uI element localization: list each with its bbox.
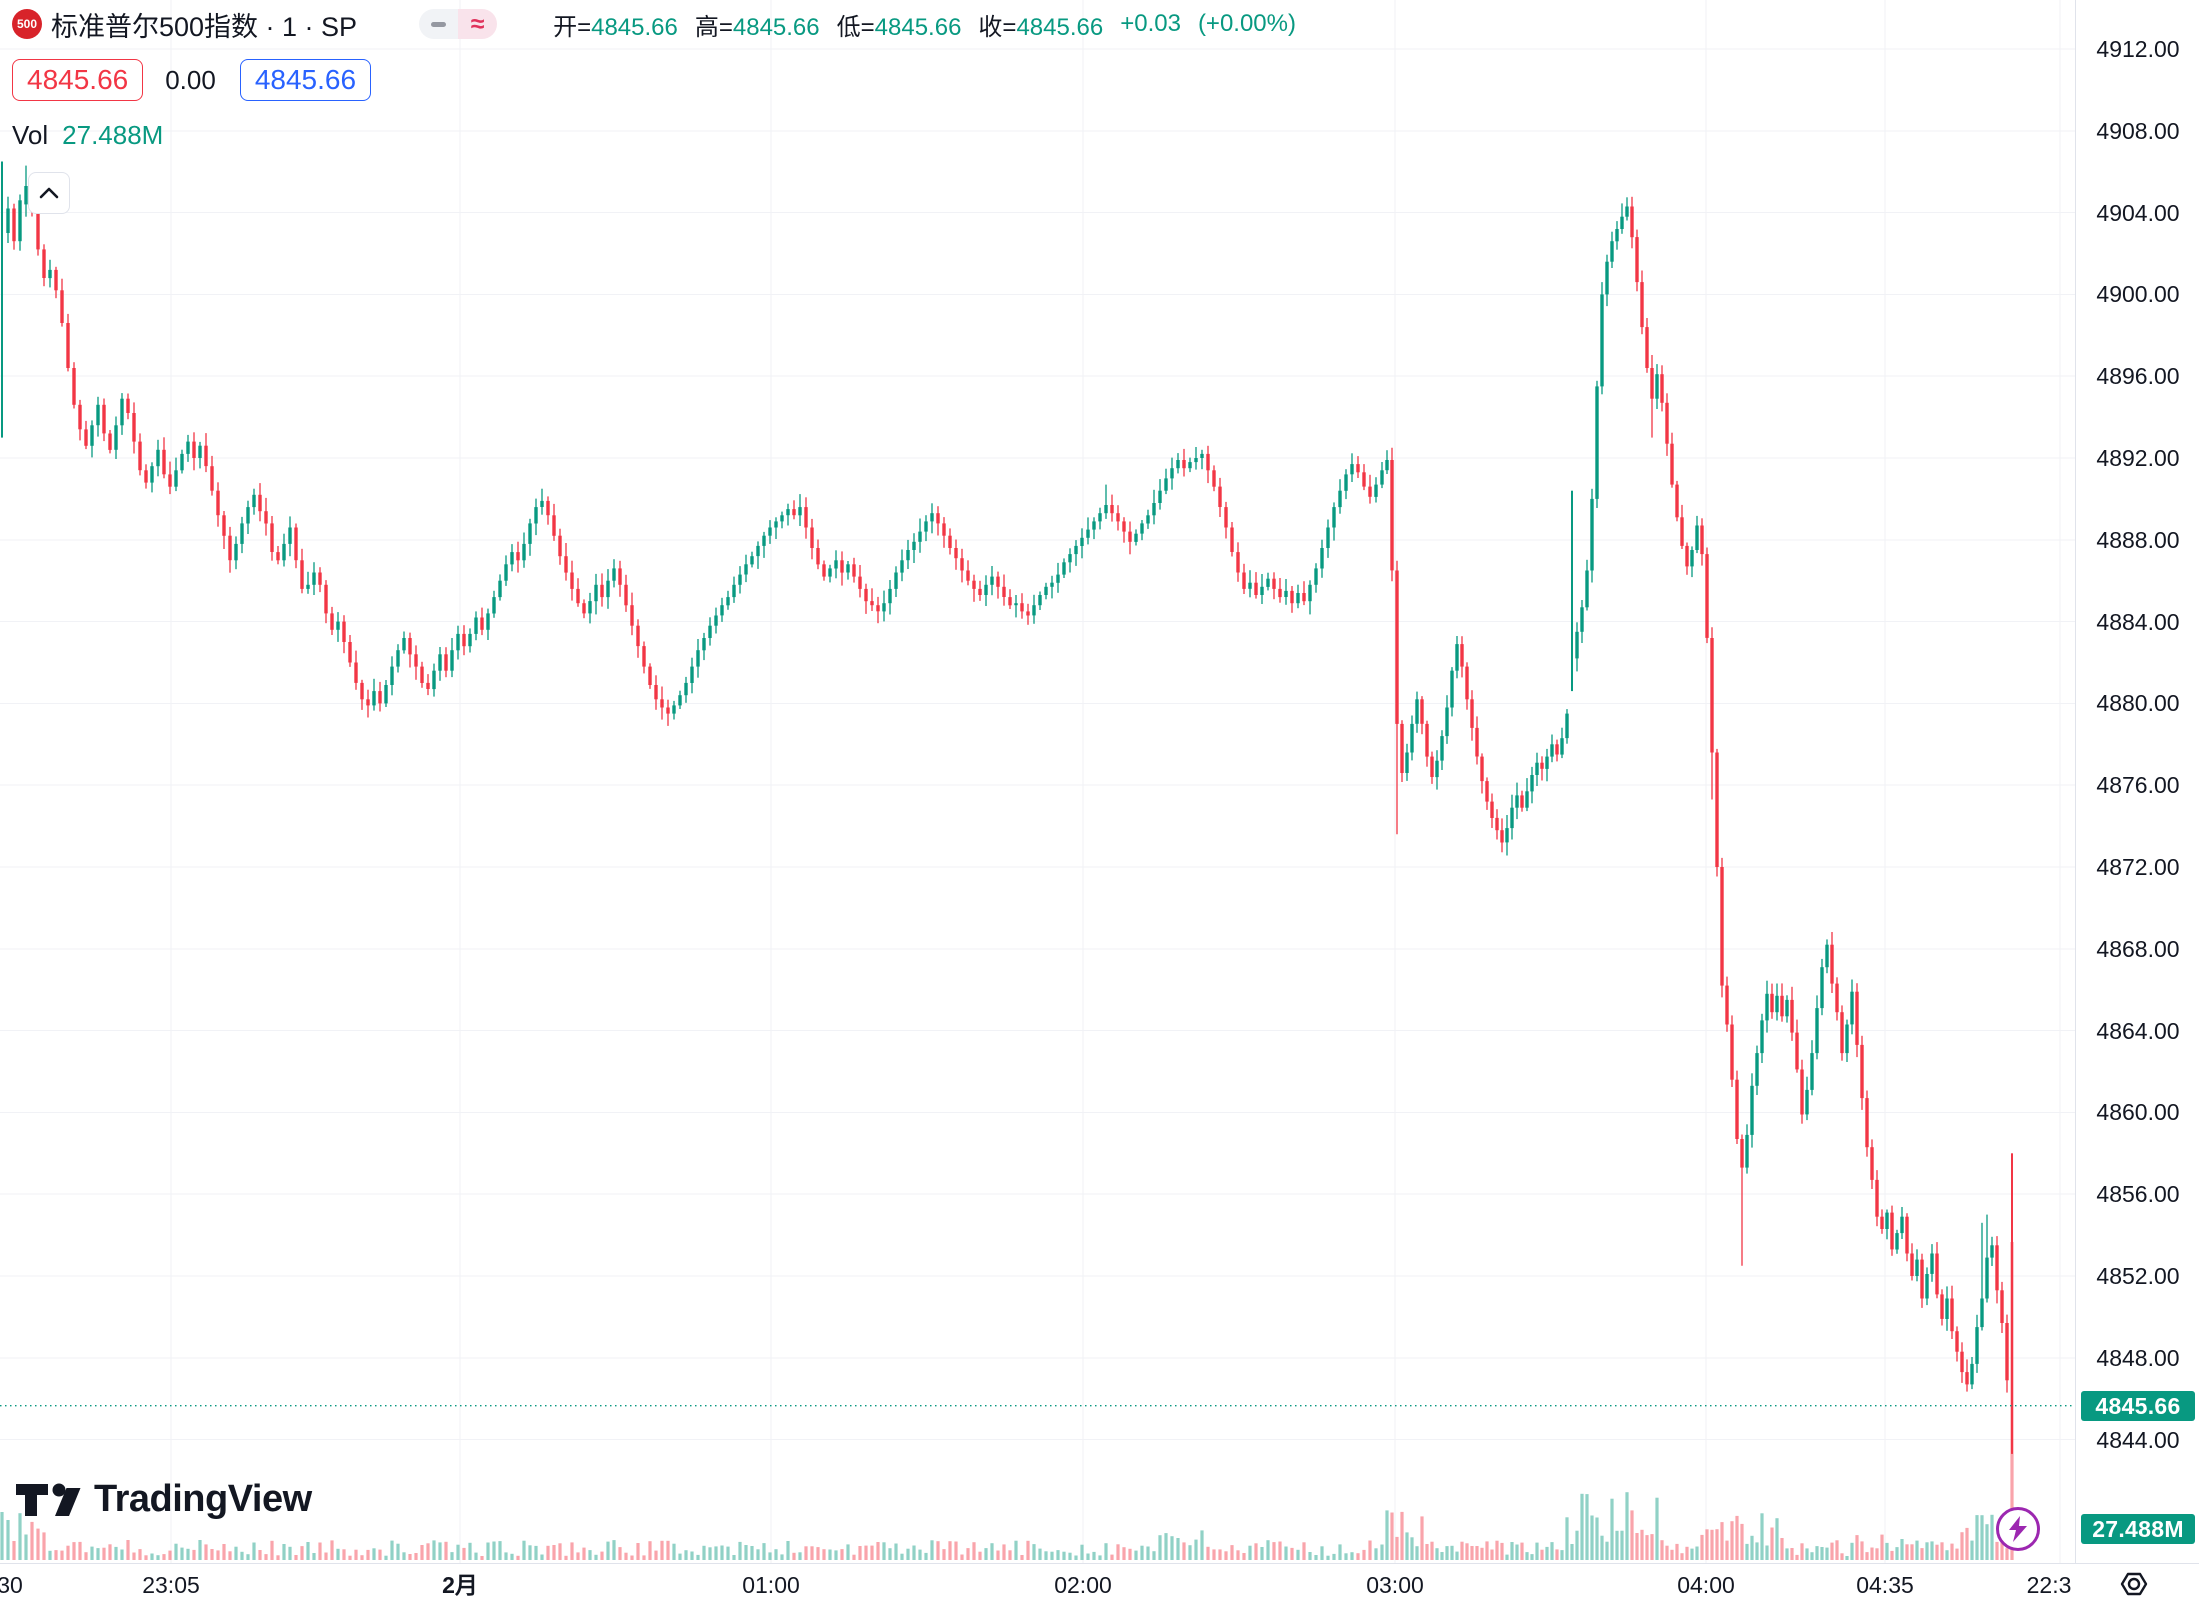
tradingview-logo[interactable]: TradingView: [14, 1478, 312, 1521]
change-percent: (+0.00%): [1197, 10, 1296, 37]
high-value: 4845.66: [732, 13, 820, 41]
open-label: 开=: [553, 13, 592, 41]
price-axis-label: 4844.00: [2096, 1427, 2180, 1453]
time-axis-label: 01:00: [742, 1572, 800, 1598]
time-axis-label: 23:05: [142, 1572, 200, 1598]
high-label: 高=: [694, 13, 733, 41]
symbol-title[interactable]: 标准普尔500指数 · 1 · SP: [51, 11, 358, 42]
price-axis-label: 4872.00: [2096, 854, 2180, 880]
hexagon-eye-icon: [2120, 1572, 2148, 1596]
last-price-badge: 4845.66: [2081, 1391, 2195, 1421]
sp500-logo-icon: 500: [12, 9, 42, 39]
close-value: 4845.66: [1016, 13, 1104, 41]
chevron-up-icon: [39, 187, 59, 199]
tradingview-wordmark: TradingView: [94, 1478, 312, 1520]
time-axis-label: 04:35: [1856, 1572, 1914, 1598]
price-axis-label: 4864.00: [2096, 1018, 2180, 1044]
time-axis-label: 03:00: [1366, 1572, 1424, 1598]
ohlc-values: 开=4845.66 高=4845.66 低=4845.66 收=4845.66 …: [553, 7, 1313, 42]
open-value: 4845.66: [591, 13, 678, 41]
volume-row: Vol 27.488M: [12, 120, 1313, 151]
price-axis-label: 4896.00: [2096, 363, 2180, 389]
volume-label: Vol: [12, 120, 49, 150]
volume-badge: 27.488M: [2081, 1514, 2195, 1544]
price-axis-label: 4852.00: [2096, 1263, 2180, 1289]
price-axis-label: 4900.00: [2096, 281, 2180, 307]
price-axis-label: 4876.00: [2096, 772, 2180, 798]
tradingview-mark-icon: [16, 1483, 81, 1516]
price-axis-label: 4856.00: [2096, 1181, 2180, 1207]
low-value: 4845.66: [874, 13, 962, 41]
bid-ask-row: 4845.66 0.00 4845.66: [12, 58, 1313, 102]
low-label: 低=: [836, 13, 875, 41]
spread-value: 0.00: [165, 64, 216, 95]
time-axis-label: 30: [0, 1572, 23, 1598]
time-axis-label: 2月: [442, 1572, 478, 1598]
time-axis[interactable]: 30 23:05 2月 01:00 02:00 03:00 04:00 04:35 22:3: [0, 1563, 2199, 1605]
price-axis-label: 4884.00: [2096, 609, 2180, 635]
symbol-row: 500 标准普尔500指数 · 1 · SP ≈ 开=4845.66 高=484…: [12, 6, 1313, 42]
price-axis-label: 4888.00: [2096, 527, 2180, 553]
wave-style-icon[interactable]: ≈: [458, 9, 498, 39]
time-axis-label: 22:3: [2026, 1572, 2072, 1598]
price-axis-label: 4912.00: [2096, 36, 2180, 62]
market-status-button[interactable]: [1996, 1507, 2040, 1551]
chart-legend: 500 标准普尔500指数 · 1 · SP ≈ 开=4845.66 高=484…: [12, 6, 1313, 151]
collapse-legend-button[interactable]: [28, 172, 70, 214]
time-axis-label: 02:00: [1054, 1572, 1112, 1598]
price-axis[interactable]: 4845.66 27.488M 4912.00 4908.00 4904.00 490…: [2075, 0, 2199, 1563]
chart-style-toggle[interactable]: ≈: [419, 9, 498, 39]
lightning-icon: [2009, 1516, 2027, 1542]
volume-value: 27.488M: [62, 120, 164, 150]
price-axis-label: 4880.00: [2096, 690, 2180, 716]
change-value: +0.03: [1120, 10, 1181, 37]
price-axis-label: 4860.00: [2096, 1099, 2180, 1125]
session-settings-button[interactable]: [2110, 1568, 2152, 1600]
time-axis-label: 04:00: [1677, 1572, 1735, 1598]
dash-style-icon[interactable]: [419, 9, 459, 39]
buy-price-button[interactable]: 4845.66: [239, 59, 372, 101]
sell-price-button[interactable]: 4845.66: [12, 59, 144, 101]
price-axis-label: 4868.00: [2096, 936, 2180, 962]
close-label: 收=: [978, 13, 1017, 41]
price-axis-label: 4848.00: [2096, 1345, 2180, 1371]
price-axis-label: 4892.00: [2096, 445, 2180, 471]
price-axis-label: 4908.00: [2096, 118, 2180, 144]
price-axis-label: 4904.00: [2096, 200, 2180, 226]
